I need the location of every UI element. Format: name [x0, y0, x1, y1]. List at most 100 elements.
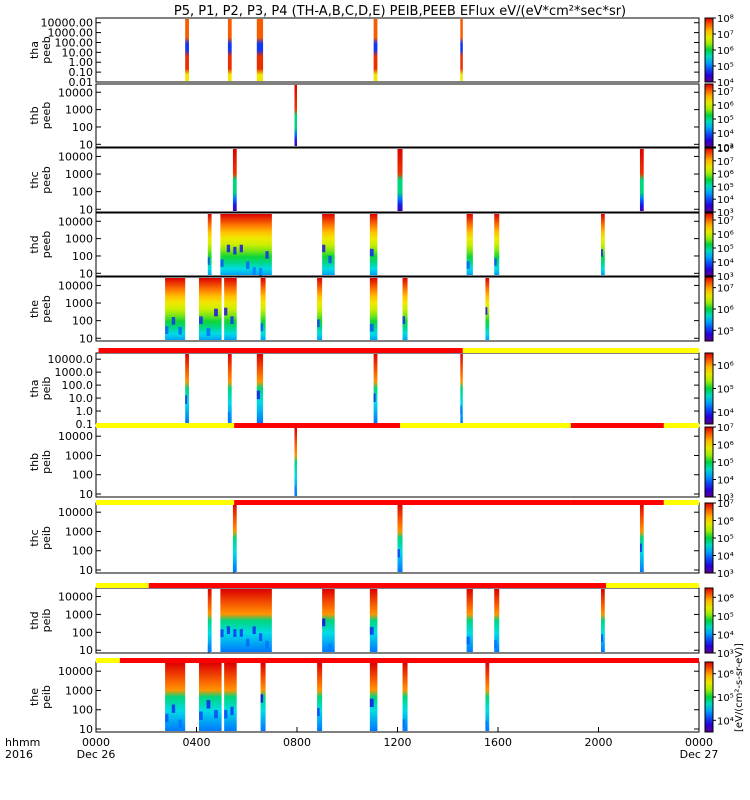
x-tick-label: 1200 [384, 736, 412, 749]
data-texture [373, 393, 376, 402]
y-tick-label: 0.10 [69, 66, 94, 79]
data-texture [165, 326, 169, 334]
x-tick-label: 1600 [484, 736, 512, 749]
product-label: peeb [40, 102, 53, 130]
data-interval [294, 428, 297, 496]
data-interval [260, 278, 266, 340]
panel-frame [95, 147, 700, 213]
colorbar-tick-label: 10⁴ [717, 630, 734, 641]
mode-bar-segment [96, 658, 120, 663]
data-interval [317, 278, 323, 340]
colorbar [704, 147, 714, 213]
y-tick-label: 10 [79, 203, 93, 216]
data-texture [369, 248, 374, 257]
y-tick-label: 10 [79, 267, 93, 280]
colorbar-tick-label: 10⁵ [717, 115, 734, 126]
colorbar-tick-label: 10⁷ [717, 157, 734, 168]
date-label: Dec 27 [680, 748, 719, 761]
y-tick-label: 1000 [65, 104, 93, 117]
data-texture [258, 267, 263, 276]
data-interval [199, 663, 222, 731]
data-texture [494, 258, 497, 266]
y-tick-label: 100 [72, 626, 93, 639]
panel-thd-peib: 10000 1000 100 10 thd peib 10⁶ 10⁵ 10⁴ 10³ [28, 587, 734, 660]
colorbar-tick-label: 10⁵ [717, 385, 734, 396]
data-interval [294, 85, 297, 146]
x-tick-label: 0000 [685, 736, 713, 749]
y-tick-label: 1000 [65, 525, 93, 538]
data-texture [601, 634, 603, 642]
y-tick-label: 10000.0 [48, 353, 94, 366]
colorbar-tick-label: 10⁴ [717, 195, 734, 206]
colorbar-tick-label: 10⁶ [717, 170, 734, 181]
mode-bar [96, 658, 699, 663]
colorbar [704, 587, 714, 654]
y-tick-label: 10000 [58, 279, 93, 292]
y-tick-label: 10000 [58, 665, 93, 678]
y-tick-label: 10000 [58, 150, 93, 163]
mode-bar-segment [119, 658, 699, 663]
data-texture [239, 244, 243, 253]
data-interval [322, 589, 335, 652]
colorbar [704, 212, 714, 277]
data-texture [171, 317, 176, 325]
data-texture [317, 319, 320, 328]
data-texture [260, 694, 264, 703]
product-label: peeb [40, 295, 53, 323]
y-tick-label: 1000 [65, 608, 93, 621]
data-texture [207, 257, 210, 265]
data-interval [601, 214, 605, 275]
data-interval [369, 278, 378, 340]
data-texture [466, 261, 470, 269]
data-interval [466, 214, 473, 275]
panel-the-peib: 10000 1000 100 10 the peib 10⁶ 10⁵ 10⁴ [28, 661, 734, 736]
data-interval [369, 589, 378, 652]
colorbar-tick-label: 10⁵ [717, 62, 734, 73]
colorbar [704, 352, 714, 425]
colorbar-tick-label: 10⁶ [717, 441, 734, 452]
data-texture [206, 700, 211, 709]
data-interval [397, 504, 403, 572]
data-texture [199, 316, 203, 325]
panel-thc-peib: 10000 1000 100 10 thc peib 10⁷ 10⁶ 10⁵ 10⁴ 10³ [28, 499, 734, 580]
y-tick-label: 0.01 [69, 76, 94, 89]
data-texture [369, 626, 374, 635]
data-texture [252, 626, 256, 635]
product-label: peib [40, 526, 53, 550]
probe-label: tha [28, 41, 41, 59]
data-texture [397, 549, 401, 558]
panel-thd-peeb: 10000 1000 100 10 thd peeb 10⁷ 10⁶ 10⁵ 10⁴ 10³ [28, 212, 734, 283]
data-interval [256, 19, 264, 81]
probe-label: the [28, 688, 41, 706]
data-interval [199, 278, 222, 340]
y-tick-label: 0.1 [76, 418, 94, 431]
data-texture [246, 261, 250, 270]
x-tick-label: 0800 [283, 736, 311, 749]
data-texture [214, 308, 218, 317]
data-texture [265, 640, 269, 649]
data-interval [397, 149, 403, 211]
data-interval [485, 663, 490, 731]
x-tick-label: 0400 [183, 736, 211, 749]
y-tick-label: 100 [72, 121, 93, 134]
mode-bar-segment [663, 500, 699, 505]
data-texture [178, 719, 182, 728]
y-tick-label: 100.00 [55, 36, 94, 49]
data-texture [485, 720, 488, 730]
data-texture [258, 633, 263, 642]
y-tick-label: 10000 [58, 591, 93, 604]
data-texture [233, 629, 237, 637]
data-texture [199, 711, 203, 720]
colorbar-tick-label: 10⁵ [717, 693, 734, 704]
data-texture [214, 710, 218, 719]
data-texture [224, 709, 228, 719]
colorbar [704, 661, 714, 733]
data-texture [227, 412, 230, 421]
data-interval [373, 354, 378, 423]
chart-title: P5, P1, P2, P3, P4 (TH-A,B,C,D,E) PEIB,P… [174, 4, 626, 19]
colorbar-tick-label: 10⁷ [717, 87, 734, 98]
colorbar [704, 276, 714, 342]
colorbar-tick-label: 10⁷ [717, 30, 734, 41]
mode-bar-segment [570, 500, 664, 505]
colorbar-unit-label: [eV/(cm²-s-sr-eV)] [734, 643, 745, 732]
